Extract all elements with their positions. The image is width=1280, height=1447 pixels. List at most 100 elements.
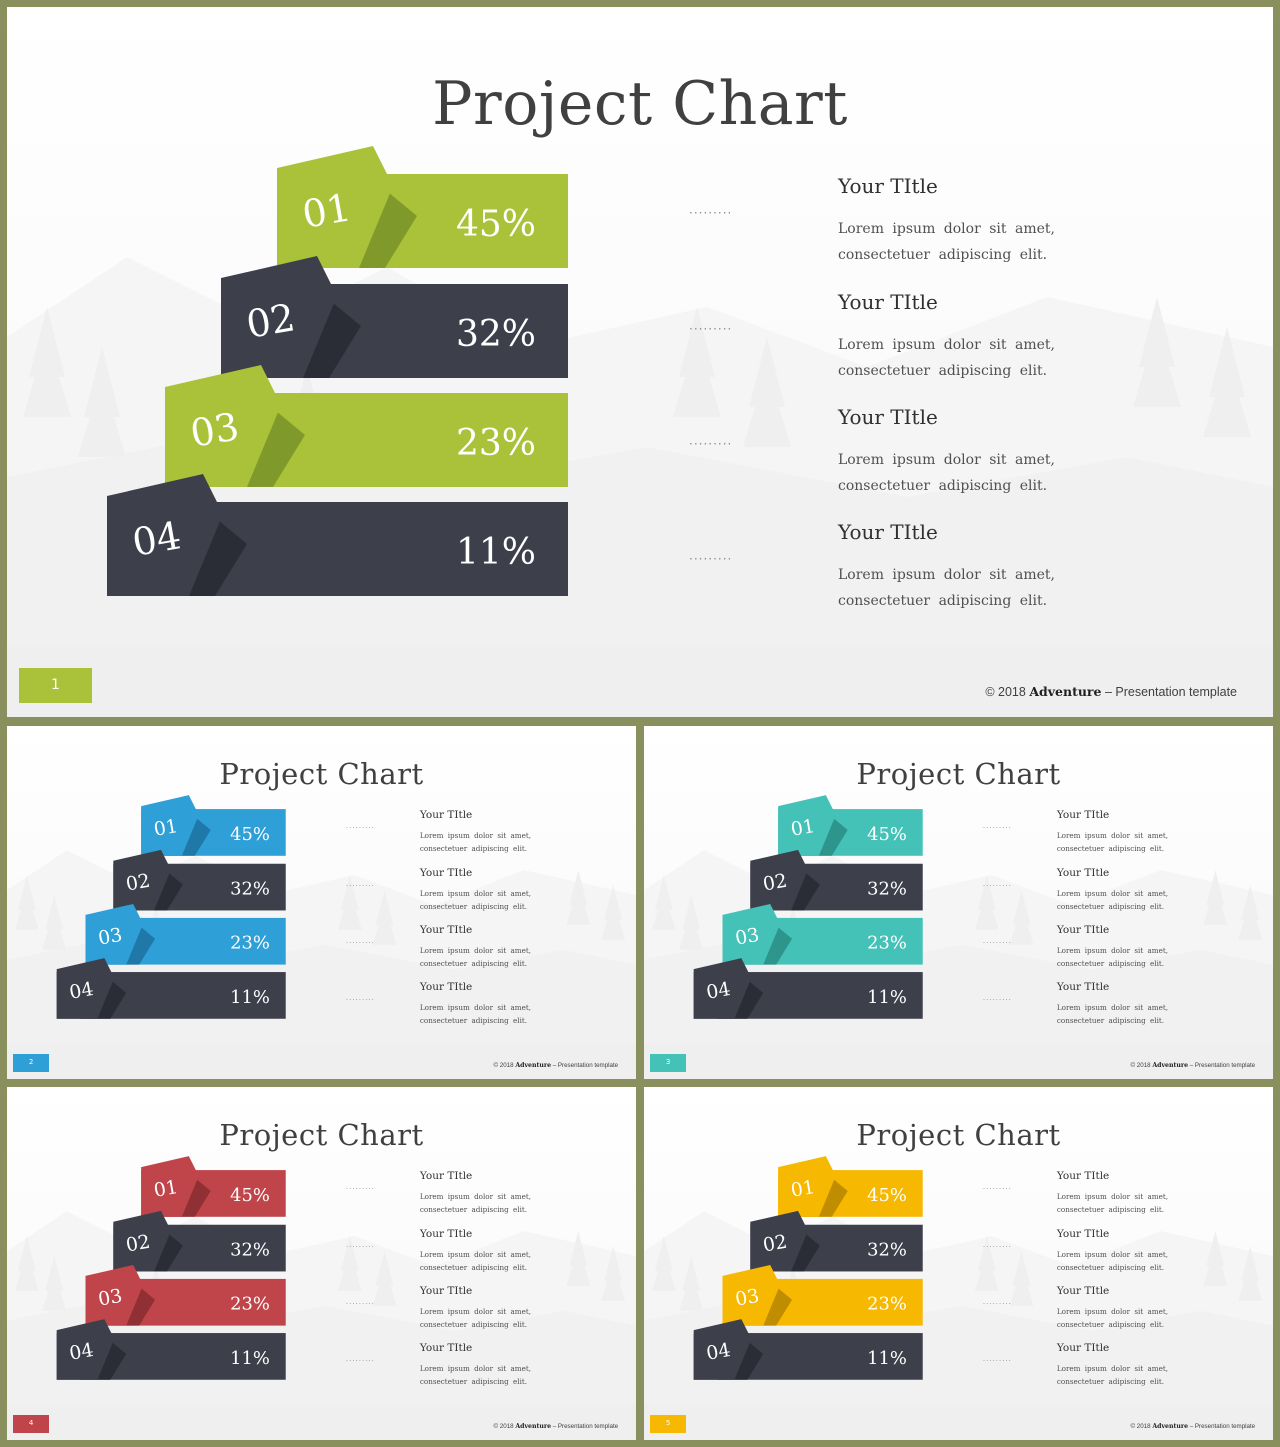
chart-row-04: 04 11%: [107, 474, 568, 596]
item-description: Lorem ipsum dolor sit amet, consectetuer …: [1057, 1190, 1168, 1216]
row-number: 04: [68, 1339, 95, 1365]
description-line-2: consectetuer adipiscing elit.: [1056, 1262, 1165, 1272]
slide-3[interactable]: Project Chart 01 45% 02 32% 03 23% 04 11% ·······…: [644, 726, 1273, 1079]
footer-credit: © 2018 Adventure – Presentation template: [1131, 1423, 1256, 1430]
footer-brand: Adventure: [1152, 1062, 1189, 1070]
number-tab: [750, 849, 808, 911]
description-line-1: Lorem ipsum dolor sit amet,: [419, 1191, 532, 1201]
item-description: Lorem ipsum dolor sit amet, consectetuer …: [1057, 829, 1168, 855]
row-percent: 45%: [456, 204, 536, 245]
footer-suffix: Presentation template: [1194, 1423, 1256, 1431]
dotted-connector: ·········: [689, 437, 733, 451]
description-line-2: consectetuer adipiscing elit.: [838, 478, 1048, 494]
page-number-badge: 5: [649, 1415, 687, 1433]
number-tab: [113, 1210, 171, 1272]
chart-row-03: 03 23%: [722, 903, 923, 965]
description-line-1: Lorem ipsum dolor sit amet,: [1056, 1306, 1169, 1316]
item-title: Your TItle: [419, 808, 473, 821]
row-percent: 11%: [230, 1348, 270, 1369]
number-tab: [778, 795, 836, 856]
footer-brand: Adventure: [1029, 684, 1102, 699]
slide-4[interactable]: Project Chart 01 45% 02 32% 03 23% 04 11% ·······…: [7, 1087, 636, 1440]
chart-row-01: 01 45%: [778, 795, 923, 856]
item-title: Your TItle: [838, 405, 938, 429]
footer-dash: –: [1101, 685, 1116, 699]
row-percent: 11%: [867, 987, 907, 1008]
footer-dash: –: [551, 1423, 558, 1431]
chart-row-01: 01 45%: [778, 1156, 923, 1217]
slide-title: Project Chart: [856, 756, 1061, 791]
chart-row-01: 01 45%: [141, 795, 286, 856]
row-percent: 11%: [230, 987, 270, 1008]
description-line-1: Lorem ipsum dolor sit amet,: [1056, 1363, 1169, 1373]
description-line-2: consectetuer adipiscing elit.: [419, 1015, 528, 1025]
footer-suffix: Presentation template: [557, 1423, 619, 1431]
footer-brand: Adventure: [1152, 1423, 1189, 1431]
description-line-1: Lorem ipsum dolor sit amet,: [1056, 1249, 1169, 1259]
footer-copyright: © 2018: [985, 685, 1026, 699]
row-number: 02: [761, 1231, 788, 1257]
item-title: Your TItle: [1056, 1227, 1110, 1240]
row-number: 04: [129, 513, 184, 565]
page-number-badge: 2: [12, 1054, 50, 1072]
description-line-2: consectetuer adipiscing elit.: [419, 901, 528, 911]
footer-copyright: © 2018: [1130, 1423, 1151, 1431]
slide-2[interactable]: Project Chart 01 45% 02 32% 03 23% 04 11% ·······…: [7, 726, 636, 1079]
description-line-1: Lorem ipsum dolor sit amet,: [419, 888, 532, 898]
row-percent: 45%: [867, 824, 907, 845]
description-line-2: consectetuer adipiscing elit.: [419, 1376, 528, 1386]
number-tab: [693, 1319, 752, 1380]
item-title: Your TItle: [1056, 1341, 1110, 1354]
item-description: Lorem ipsum dolor sit amet, consectetuer …: [420, 1248, 531, 1274]
chart-row-03: 03 23%: [85, 1264, 286, 1326]
description-line-1: Lorem ipsum dolor sit amet,: [838, 221, 1055, 237]
description-line-2: consectetuer adipiscing elit.: [419, 843, 528, 853]
item-title: Your TItle: [1056, 1284, 1110, 1297]
page-number-badge: 3: [649, 1054, 687, 1072]
chart-row-02: 02 32%: [750, 849, 923, 911]
page-number-badge: 4: [12, 1415, 50, 1433]
dotted-connector: ·········: [345, 824, 375, 833]
footer-suffix: Presentation template: [1194, 1062, 1256, 1070]
row-number: 03: [97, 924, 124, 950]
row-percent: 32%: [230, 1240, 270, 1261]
description-line-1: Lorem ipsum dolor sit amet,: [838, 337, 1055, 353]
item-title: Your TItle: [838, 174, 938, 198]
row-number: 01: [152, 815, 179, 841]
description-line-1: Lorem ipsum dolor sit amet,: [419, 830, 532, 840]
number-tab: [778, 1156, 836, 1217]
slide-1[interactable]: Project Chart 01 45% 02 32% 03 23% 04 11% ·······…: [7, 7, 1273, 717]
row-percent: 45%: [230, 1185, 270, 1206]
footer-suffix: Presentation template: [557, 1062, 619, 1070]
item-title: Your TItle: [419, 1169, 473, 1182]
dotted-connector: ·········: [345, 939, 375, 948]
dotted-connector: ·········: [689, 552, 733, 566]
slide-5[interactable]: Project Chart 01 45% 02 32% 03 23% 04 11% ·······…: [644, 1087, 1273, 1440]
description-line-2: consectetuer adipiscing elit.: [1056, 901, 1165, 911]
row-percent: 23%: [230, 933, 270, 954]
row-number: 01: [789, 1176, 816, 1202]
row-percent: 23%: [230, 1294, 270, 1315]
row-percent: 32%: [867, 1240, 907, 1261]
slide-title: Project Chart: [219, 756, 424, 791]
row-number: 01: [299, 185, 354, 237]
item-description: Lorem ipsum dolor sit amet, consectetuer …: [838, 332, 1055, 384]
slide-title: Project Chart: [856, 1117, 1061, 1152]
dotted-connector: ·········: [345, 996, 375, 1005]
description-line-1: Lorem ipsum dolor sit amet,: [419, 945, 532, 955]
item-description: Lorem ipsum dolor sit amet, consectetuer …: [1057, 1248, 1168, 1274]
dotted-connector: ·········: [345, 1300, 375, 1309]
row-number: 02: [124, 870, 151, 896]
number-tab: [85, 903, 144, 965]
description-line-2: consectetuer adipiscing elit.: [1056, 1319, 1165, 1329]
row-number: 04: [705, 978, 732, 1004]
row-percent: 32%: [867, 879, 907, 900]
slide-title: Project Chart: [219, 1117, 424, 1152]
item-description: Lorem ipsum dolor sit amet, consectetuer …: [420, 829, 531, 855]
number-tab: [85, 1264, 144, 1326]
dotted-connector: ·········: [982, 1357, 1012, 1366]
footer-dash: –: [1188, 1423, 1195, 1431]
description-line-1: Lorem ipsum dolor sit amet,: [1056, 888, 1169, 898]
chart-row-04: 04 11%: [56, 958, 286, 1019]
dotted-connector: ·········: [345, 882, 375, 890]
